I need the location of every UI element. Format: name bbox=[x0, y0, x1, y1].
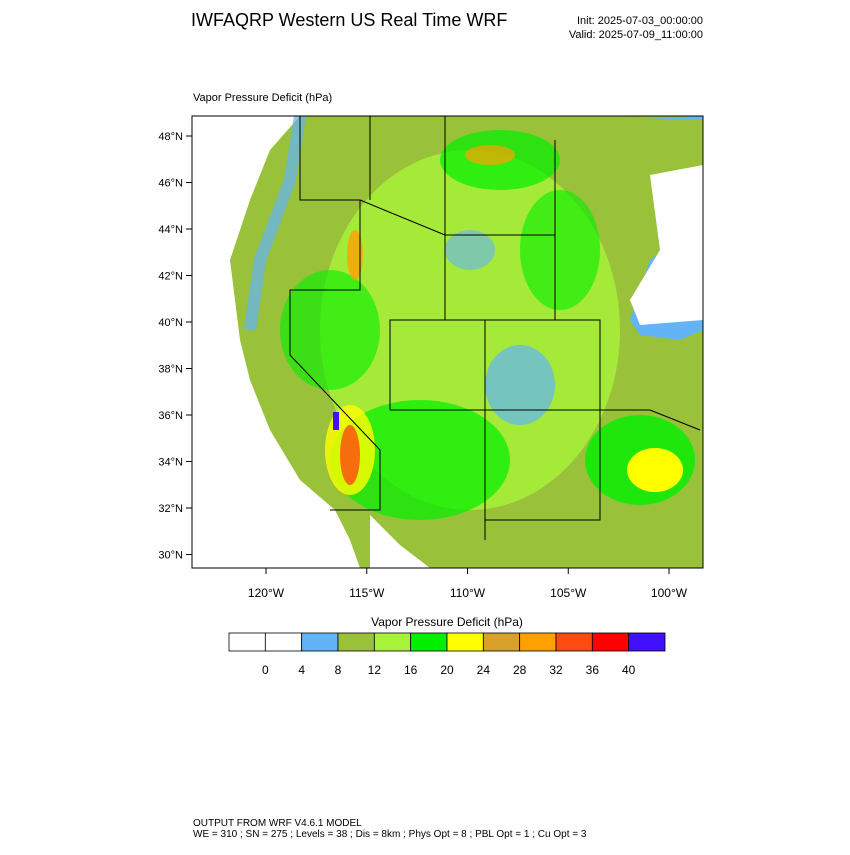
colorbar-label: 24 bbox=[477, 663, 491, 677]
lon-tick-label: 105°W bbox=[550, 586, 587, 600]
colorbar-box bbox=[591, 632, 630, 652]
lon-tick-label: 100°W bbox=[651, 586, 688, 600]
lat-tick-label: 38°N bbox=[158, 364, 183, 376]
colorbar-box bbox=[410, 632, 448, 652]
footer-line: OUTPUT FROM WRF V4.6.1 MODEL bbox=[193, 818, 362, 829]
colorbar: 0 4 8 12 16 20 24 28 32 36 40 bbox=[228, 632, 666, 677]
colorbar-label: 32 bbox=[549, 663, 563, 677]
lat-tick-label: 42°N bbox=[158, 271, 183, 283]
colorbar-box bbox=[482, 632, 521, 652]
colorbar-title: Vapor Pressure Deficit (hPa) bbox=[371, 615, 523, 629]
colorbar-box bbox=[628, 632, 666, 652]
lat-tick-label: 30°N bbox=[158, 550, 183, 562]
lat-tick-label: 32°N bbox=[158, 503, 183, 515]
main-title: IWFAQRP Western US Real Time WRF bbox=[191, 10, 507, 30]
map-frame bbox=[191, 115, 704, 569]
lat-tick-label: 34°N bbox=[158, 457, 183, 469]
colorbar-box bbox=[373, 632, 412, 652]
colorbar-label: 16 bbox=[404, 663, 418, 677]
colorbar-label: 4 bbox=[298, 663, 305, 677]
colorbar-label: 12 bbox=[368, 663, 382, 677]
colorbar-box bbox=[446, 632, 484, 652]
colorbar-box bbox=[301, 632, 339, 652]
lon-tick-label: 120°W bbox=[248, 586, 285, 600]
lon-tick-label: 110°W bbox=[450, 586, 486, 600]
colorbar-label: 28 bbox=[513, 663, 527, 677]
colorbar-label: 40 bbox=[622, 663, 636, 677]
map-title: Vapor Pressure Deficit (hPa) bbox=[193, 92, 332, 104]
colorbar-box bbox=[264, 632, 303, 652]
init-time: Init: 2025-07-03_00:00:00 bbox=[577, 15, 703, 27]
lat-tick-label: 48°N bbox=[158, 131, 183, 143]
footer-line: WE = 310 ; SN = 275 ; Levels = 38 ; Dis … bbox=[193, 829, 587, 840]
lat-tick-label: 40°N bbox=[158, 317, 183, 329]
lat-tick-label: 44°N bbox=[158, 224, 183, 236]
colorbar-box bbox=[519, 632, 557, 652]
colorbar-label: 20 bbox=[440, 663, 454, 677]
lat-tick-label: 46°N bbox=[158, 178, 183, 190]
colorbar-box bbox=[555, 632, 593, 652]
lat-tick-label: 36°N bbox=[158, 410, 183, 422]
colorbar-box bbox=[228, 632, 266, 652]
map-field bbox=[192, 116, 703, 568]
valid-time: Valid: 2025-07-09_11:00:00 bbox=[569, 29, 703, 41]
lon-axis: 120°W 115°W 110°W 105°W 100°W bbox=[248, 568, 688, 600]
colorbar-label: 8 bbox=[335, 663, 342, 677]
colorbar-box bbox=[337, 632, 375, 652]
colorbar-label: 0 bbox=[262, 663, 269, 677]
lat-axis: 48°N 46°N 44°N 42°N 40°N 38°N 36°N 34°N 32°N 30°N bbox=[158, 131, 192, 562]
lon-tick-label: 115°W bbox=[349, 586, 385, 600]
colorbar-label: 36 bbox=[586, 663, 600, 677]
